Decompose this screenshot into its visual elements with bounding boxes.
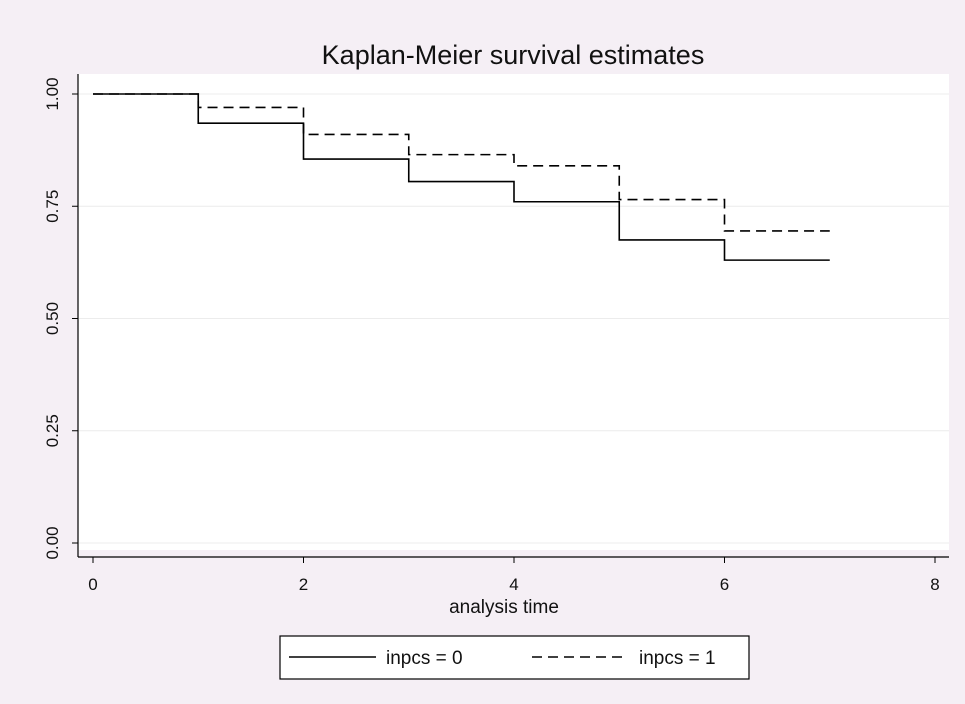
y-tick-label-3: 0.75 [43,190,62,223]
series-lines [93,93,830,261]
x-tick-label-1: 2 [299,575,308,594]
x-axis-label: analysis time [449,597,559,618]
x-ticks: 0 2 4 6 8 [88,557,940,594]
y-tick-label-2: 0.50 [43,302,62,335]
legend: inpcs = 0 inpcs = 1 [279,635,750,680]
x-tick-label-3: 6 [720,575,729,594]
x-tick-label-0: 0 [88,575,97,594]
plot-area [78,74,949,550]
y-ticks: 0.00 0.25 0.50 0.75 1.00 [43,77,78,560]
legend-label-0: inpcs = 0 [386,648,463,669]
gridlines [79,93,949,544]
series-line-0 [93,93,830,261]
legend-label-1: inpcs = 1 [639,648,716,669]
y-tick-label-1: 0.25 [43,414,62,447]
series-line-1 [93,93,830,232]
y-tick-label-0: 0.00 [43,526,62,559]
y-tick-label-4: 1.00 [43,77,62,110]
chart-title: Kaplan-Meier survival estimates [322,40,705,70]
x-tick-label-2: 4 [509,575,518,594]
x-tick-label-4: 8 [930,575,939,594]
